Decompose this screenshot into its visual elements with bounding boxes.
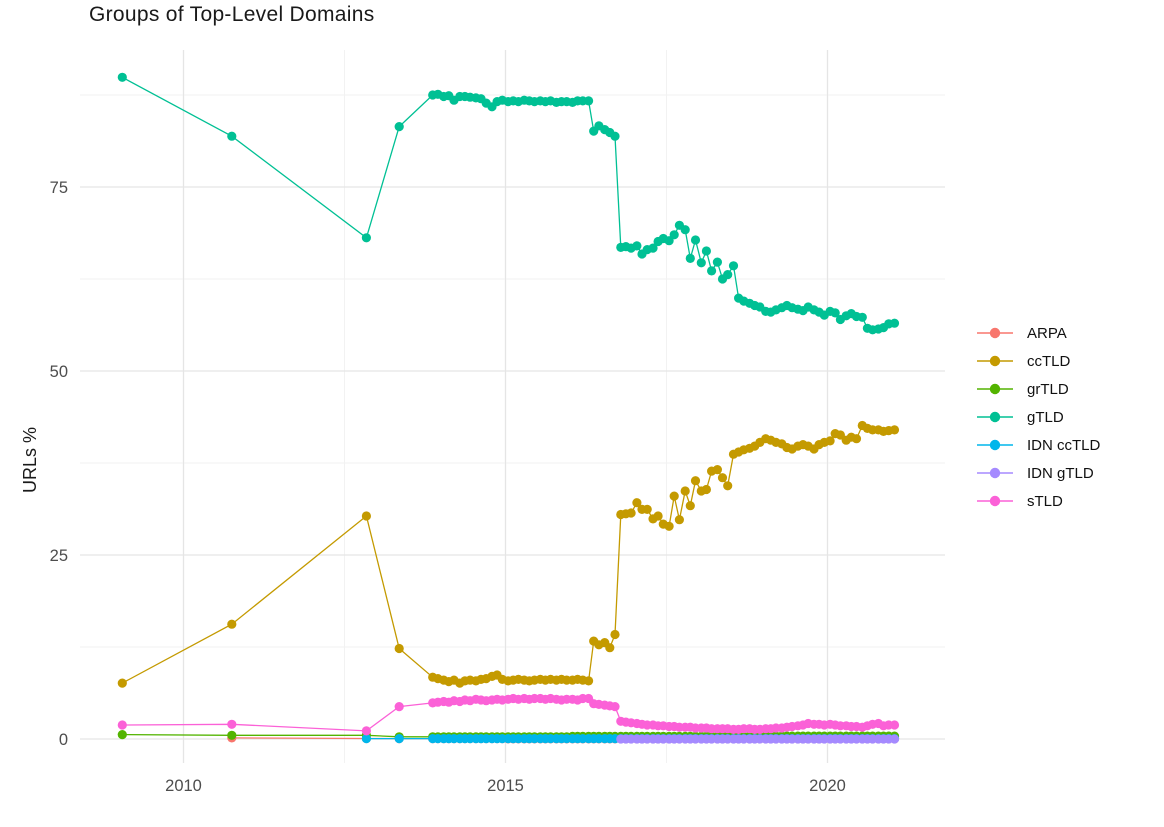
series-line — [121, 76, 895, 331]
data-point — [626, 508, 636, 518]
y-tick-label: 50 — [50, 363, 68, 381]
data-point — [696, 258, 706, 268]
data-point — [605, 643, 615, 653]
data-point — [728, 261, 739, 271]
data-point — [117, 730, 127, 740]
y-tick-label: 25 — [50, 547, 68, 565]
data-point — [394, 643, 404, 654]
data-point — [701, 246, 712, 256]
data-point — [830, 308, 840, 318]
data-point — [690, 476, 701, 486]
data-point — [117, 678, 127, 688]
legend-key-icon — [977, 467, 1013, 479]
data-point — [227, 131, 237, 141]
legend-label: ccTLD — [1027, 352, 1071, 370]
data-point — [227, 719, 237, 729]
legend-item-arpa: ARPA — [976, 319, 1100, 347]
legend-item-gtld: gTLD — [976, 403, 1100, 431]
data-point — [632, 498, 642, 508]
data-point — [394, 122, 404, 132]
series-cctld — [117, 420, 900, 688]
legend-item-grtld: grTLD — [976, 375, 1100, 403]
data-point — [674, 515, 685, 525]
data-point — [394, 702, 404, 712]
series-gtld — [117, 72, 900, 335]
data-point — [889, 425, 900, 435]
data-point — [664, 521, 674, 531]
legend-label: IDN ccTLD — [1027, 436, 1101, 454]
data-point — [690, 235, 701, 245]
data-point — [723, 481, 733, 491]
data-point — [610, 629, 620, 640]
legend-label: IDN gTLD — [1027, 464, 1094, 482]
legend-item-cctld: ccTLD — [976, 347, 1100, 375]
data-point — [889, 734, 900, 744]
data-point — [701, 484, 712, 495]
data-point — [707, 266, 717, 276]
data-point — [669, 491, 679, 501]
data-point — [712, 257, 723, 267]
data-point — [361, 233, 371, 243]
data-point — [642, 504, 652, 514]
data-point — [227, 730, 237, 740]
data-point — [889, 318, 900, 328]
series-stld — [117, 693, 900, 736]
data-point — [394, 734, 404, 744]
data-point — [680, 486, 690, 496]
data-point — [632, 241, 642, 251]
series-line — [121, 424, 895, 684]
data-point — [685, 501, 695, 511]
data-point — [361, 734, 371, 744]
data-point — [723, 270, 733, 280]
data-point — [117, 720, 127, 730]
data-point — [653, 511, 663, 521]
data-point — [717, 473, 728, 483]
data-point — [610, 702, 620, 712]
y-tick-label: 75 — [50, 179, 68, 197]
legend-key-icon — [977, 495, 1013, 507]
data-point — [584, 96, 594, 106]
legend-key-icon — [977, 383, 1013, 395]
data-point — [227, 619, 237, 629]
data-point — [669, 230, 679, 240]
data-point — [610, 131, 620, 141]
legend-key-icon — [977, 439, 1013, 451]
legend-label: gTLD — [1027, 408, 1064, 426]
legend: ARPA ccTLD grTLD gTLD IDN ccTLD IDN gTLD sTLD — [976, 319, 1100, 515]
series-idn-gtld — [616, 734, 900, 744]
chart-title: Groups of Top-Level Domains — [89, 3, 375, 26]
x-tick-label: 2010 — [165, 777, 202, 795]
data-point — [648, 243, 658, 253]
legend-key-icon — [977, 327, 1013, 339]
x-tick-label: 2020 — [809, 777, 846, 795]
legend-label: grTLD — [1027, 380, 1069, 398]
data-point — [825, 436, 835, 446]
data-point — [857, 312, 867, 322]
legend-item-stld: sTLD — [976, 487, 1100, 515]
legend-item-idn-gtld: IDN gTLD — [976, 459, 1100, 487]
legend-item-idn-cctld: IDN ccTLD — [976, 431, 1100, 459]
data-point — [851, 434, 862, 444]
legend-label: sTLD — [1027, 492, 1063, 510]
legend-key-icon — [977, 411, 1013, 423]
legend-label: ARPA — [1027, 324, 1067, 342]
x-tick-label: 2015 — [487, 777, 524, 795]
y-tick-label: 0 — [59, 731, 68, 749]
data-point — [889, 720, 900, 730]
data-point — [361, 726, 371, 736]
data-point — [712, 465, 723, 475]
data-point — [361, 511, 371, 521]
data-point — [680, 225, 690, 235]
data-point — [584, 676, 594, 686]
legend-key-icon — [977, 355, 1013, 367]
data-point — [685, 253, 695, 263]
data-point — [117, 72, 127, 82]
